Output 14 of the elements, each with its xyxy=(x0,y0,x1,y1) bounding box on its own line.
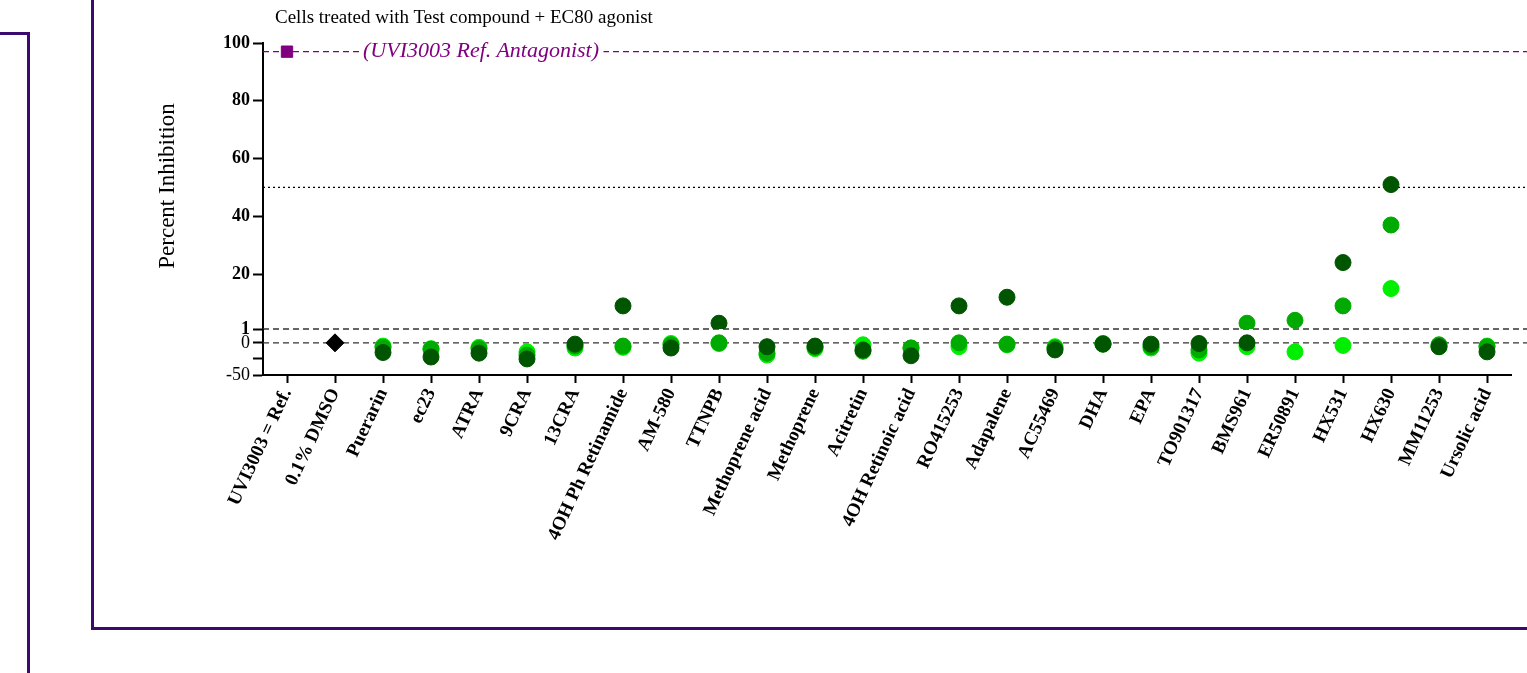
x-tick-label: DHA xyxy=(1074,384,1112,432)
chart-subtitle: Cells treated with Test compound + EC80 agonist xyxy=(275,6,653,28)
x-tick-label: 9CRA xyxy=(494,384,536,440)
x-tick-label: ATRA xyxy=(445,384,488,442)
y-tick-label: 100 xyxy=(223,31,250,52)
x-tick-label: ec23 xyxy=(404,384,440,427)
x-tick-label: EPA xyxy=(1124,384,1160,427)
y-tick-label: 60 xyxy=(232,147,250,168)
ref-line-label: (UVI3003 Ref. Antagonist) xyxy=(363,37,600,63)
y-tick-label: -50 xyxy=(226,363,250,384)
y-tick-label: 20 xyxy=(232,262,250,283)
y-axis-title: Percent Inhibition xyxy=(153,102,179,269)
y-tick-label: 80 xyxy=(232,89,250,110)
y-tick-label: 40 xyxy=(232,204,250,225)
